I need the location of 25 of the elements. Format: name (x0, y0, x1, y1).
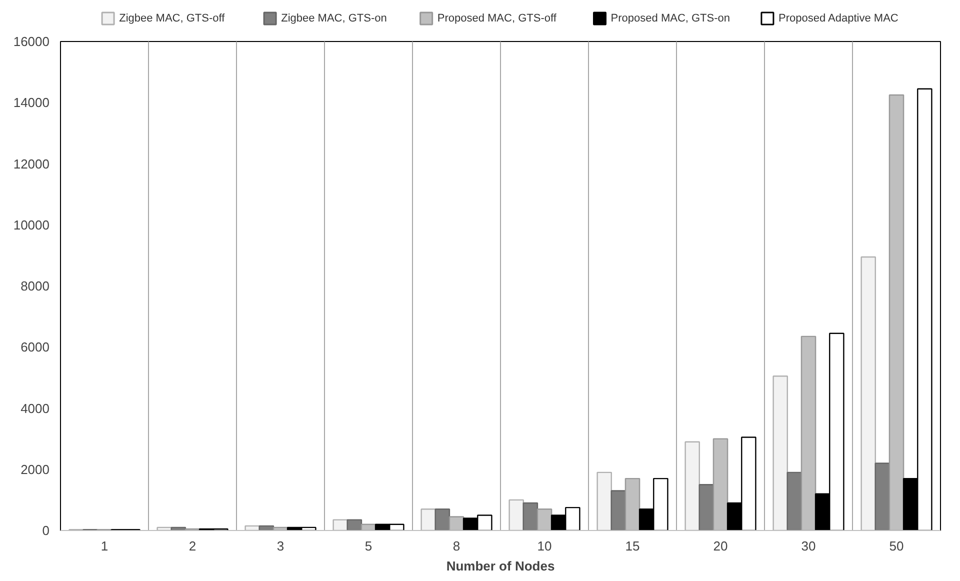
x-tick-label: 1 (100, 538, 108, 554)
x-tick-label: 50 (889, 538, 904, 554)
x-axis-title: Number of Nodes (446, 558, 555, 574)
x-tick-label: 20 (713, 538, 728, 554)
y-tick-label: 0 (42, 523, 50, 538)
x-tick-label: 15 (625, 538, 640, 554)
legend-label: Zigbee MAC, GTS-on (281, 12, 387, 24)
y-tick-label: 6000 (20, 340, 50, 355)
x-tick-label: 30 (801, 538, 816, 554)
x-tick-label: 5 (364, 538, 372, 554)
legend-label: Proposed MAC, GTS-on (610, 12, 730, 24)
y-tick-label: 12000 (13, 156, 50, 172)
x-tick-label: 3 (276, 538, 284, 554)
x-tick-label: 8 (452, 538, 460, 554)
x-tick-label: 10 (537, 538, 552, 554)
y-tick-label: 10000 (13, 217, 50, 232)
y-tick-label: 16000 (13, 34, 50, 49)
y-tick-label: 4000 (20, 400, 50, 416)
legend-label: Zigbee MAC, GTS-off (119, 12, 226, 24)
x-tick-label: 2 (188, 538, 196, 554)
legend-label: Proposed MAC, GTS-off (437, 12, 558, 24)
y-tick-label: 14000 (13, 95, 50, 110)
y-tick-label: 8000 (20, 278, 50, 294)
legend-label: Proposed Adaptive MAC (778, 12, 898, 24)
y-tick-label: 2000 (20, 462, 50, 477)
